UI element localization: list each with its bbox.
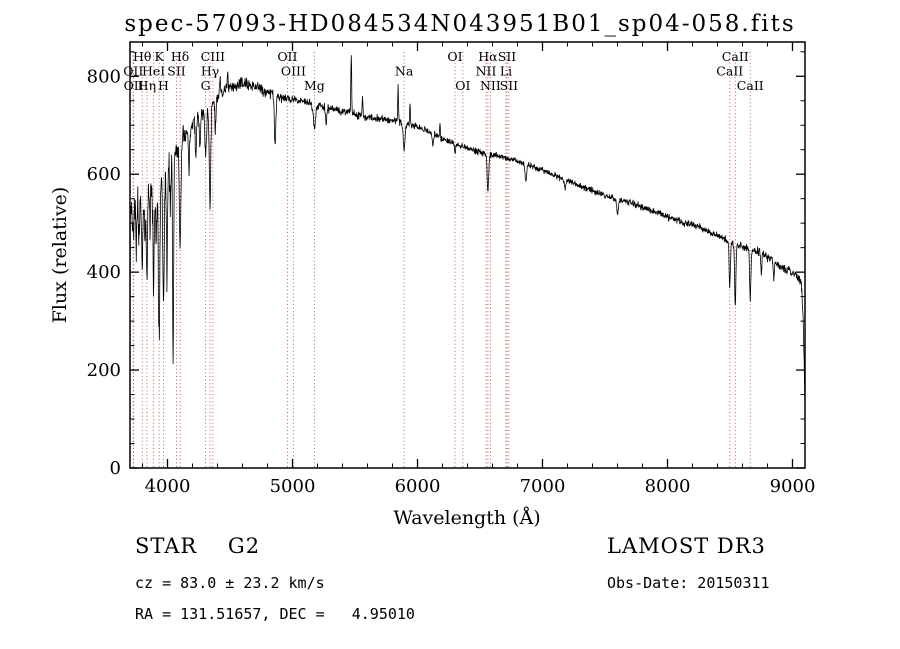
spectral-line-label: OII <box>277 49 297 64</box>
x-tick-label: 7000 <box>520 476 566 497</box>
spectral-line-label: CaII <box>716 64 743 79</box>
spectral-line-label: Mg <box>304 78 325 93</box>
spectral-line-label: Hδ <box>171 49 189 64</box>
x-tick-label: 6000 <box>395 476 441 497</box>
y-tick-label: 200 <box>87 360 121 381</box>
x-tick-label: 4000 <box>145 476 191 497</box>
spectral-line-label: OI <box>447 49 462 64</box>
spectral-line-label: K <box>154 49 164 64</box>
spectral-line-label: OII <box>123 64 143 79</box>
spectral-line-label: CIII <box>201 49 225 64</box>
spectral-line-label: HeI <box>142 64 165 79</box>
plot-frame <box>129 41 806 469</box>
y-tick-label: 600 <box>87 164 121 185</box>
spectral-line-label: SII <box>498 49 517 64</box>
spectral-line-label: Na <box>395 64 414 79</box>
plot-title: spec-57093-HD084534N043951B01_sp04-058.f… <box>124 11 795 37</box>
spectral-line-label: CaII <box>737 78 764 93</box>
obs-date-label: Obs-Date: 20150311 <box>607 574 770 592</box>
y-tick-label: 400 <box>87 262 121 283</box>
spectral-line-label: Hη <box>138 78 156 93</box>
spectral-line-label: H <box>158 78 169 93</box>
x-tick-label: 5000 <box>270 476 316 497</box>
spectral-line-label: Hθ <box>133 49 151 64</box>
cz-label: cz = 83.0 ± 23.2 km/s <box>135 574 325 592</box>
survey-label: LAMOST DR3 <box>607 534 766 558</box>
spectral-line-label: Hα <box>478 49 498 64</box>
x-tick-label: 8000 <box>645 476 691 497</box>
spectrum-line <box>129 55 806 468</box>
spectral-line-label: Hγ <box>201 64 219 79</box>
spectral-line-label: NII <box>476 64 497 79</box>
spectral-line-label: NII <box>480 78 501 93</box>
y-tick-label: 800 <box>87 66 121 87</box>
y-axis-label: Flux (relative) <box>49 187 71 324</box>
spectral-line-label: CaII <box>722 49 749 64</box>
spectral-line-label: G <box>201 78 211 93</box>
x-tick-label: 9000 <box>770 476 816 497</box>
spectral-line-label: OII <box>124 78 144 93</box>
y-tick-label: 0 <box>110 458 121 479</box>
spectral-line-label: SII <box>500 78 519 93</box>
spectral-line-label: Li <box>500 64 512 79</box>
spectral-line-label: SII <box>167 64 186 79</box>
x-axis-label: Wavelength (Å) <box>393 507 540 529</box>
spectral-line-label: OI <box>455 78 470 93</box>
ra-dec-label: RA = 131.51657, DEC = 4.95010 <box>135 605 415 623</box>
classification-label: STAR G2 <box>135 534 261 558</box>
spectral-line-label: OIII <box>281 64 306 79</box>
